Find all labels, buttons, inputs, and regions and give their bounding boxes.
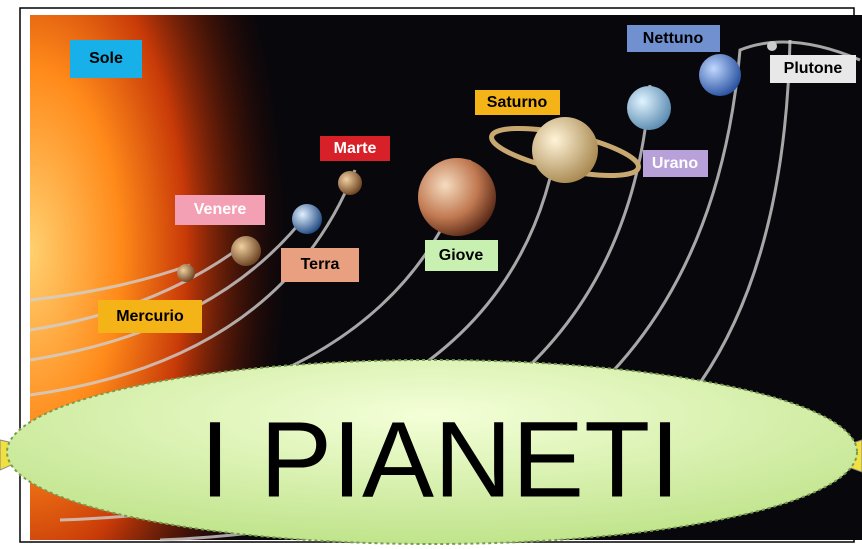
label: Venere <box>194 201 247 218</box>
label: Nettuno <box>643 30 704 47</box>
label: Plutone <box>784 60 843 77</box>
label: Marte <box>334 140 377 157</box>
label: Mercurio <box>116 308 184 325</box>
title: I PIANETI <box>200 399 680 520</box>
slide: Sole Nettuno Plutone Saturno Urano Marte… <box>0 0 862 549</box>
page: Sole Nettuno Plutone Saturno Urano Marte… <box>0 0 862 549</box>
label: Sole <box>89 50 123 67</box>
label: Terra <box>301 256 340 273</box>
label: Urano <box>652 155 698 172</box>
label: Giove <box>439 247 484 264</box>
label: Saturno <box>487 94 548 111</box>
